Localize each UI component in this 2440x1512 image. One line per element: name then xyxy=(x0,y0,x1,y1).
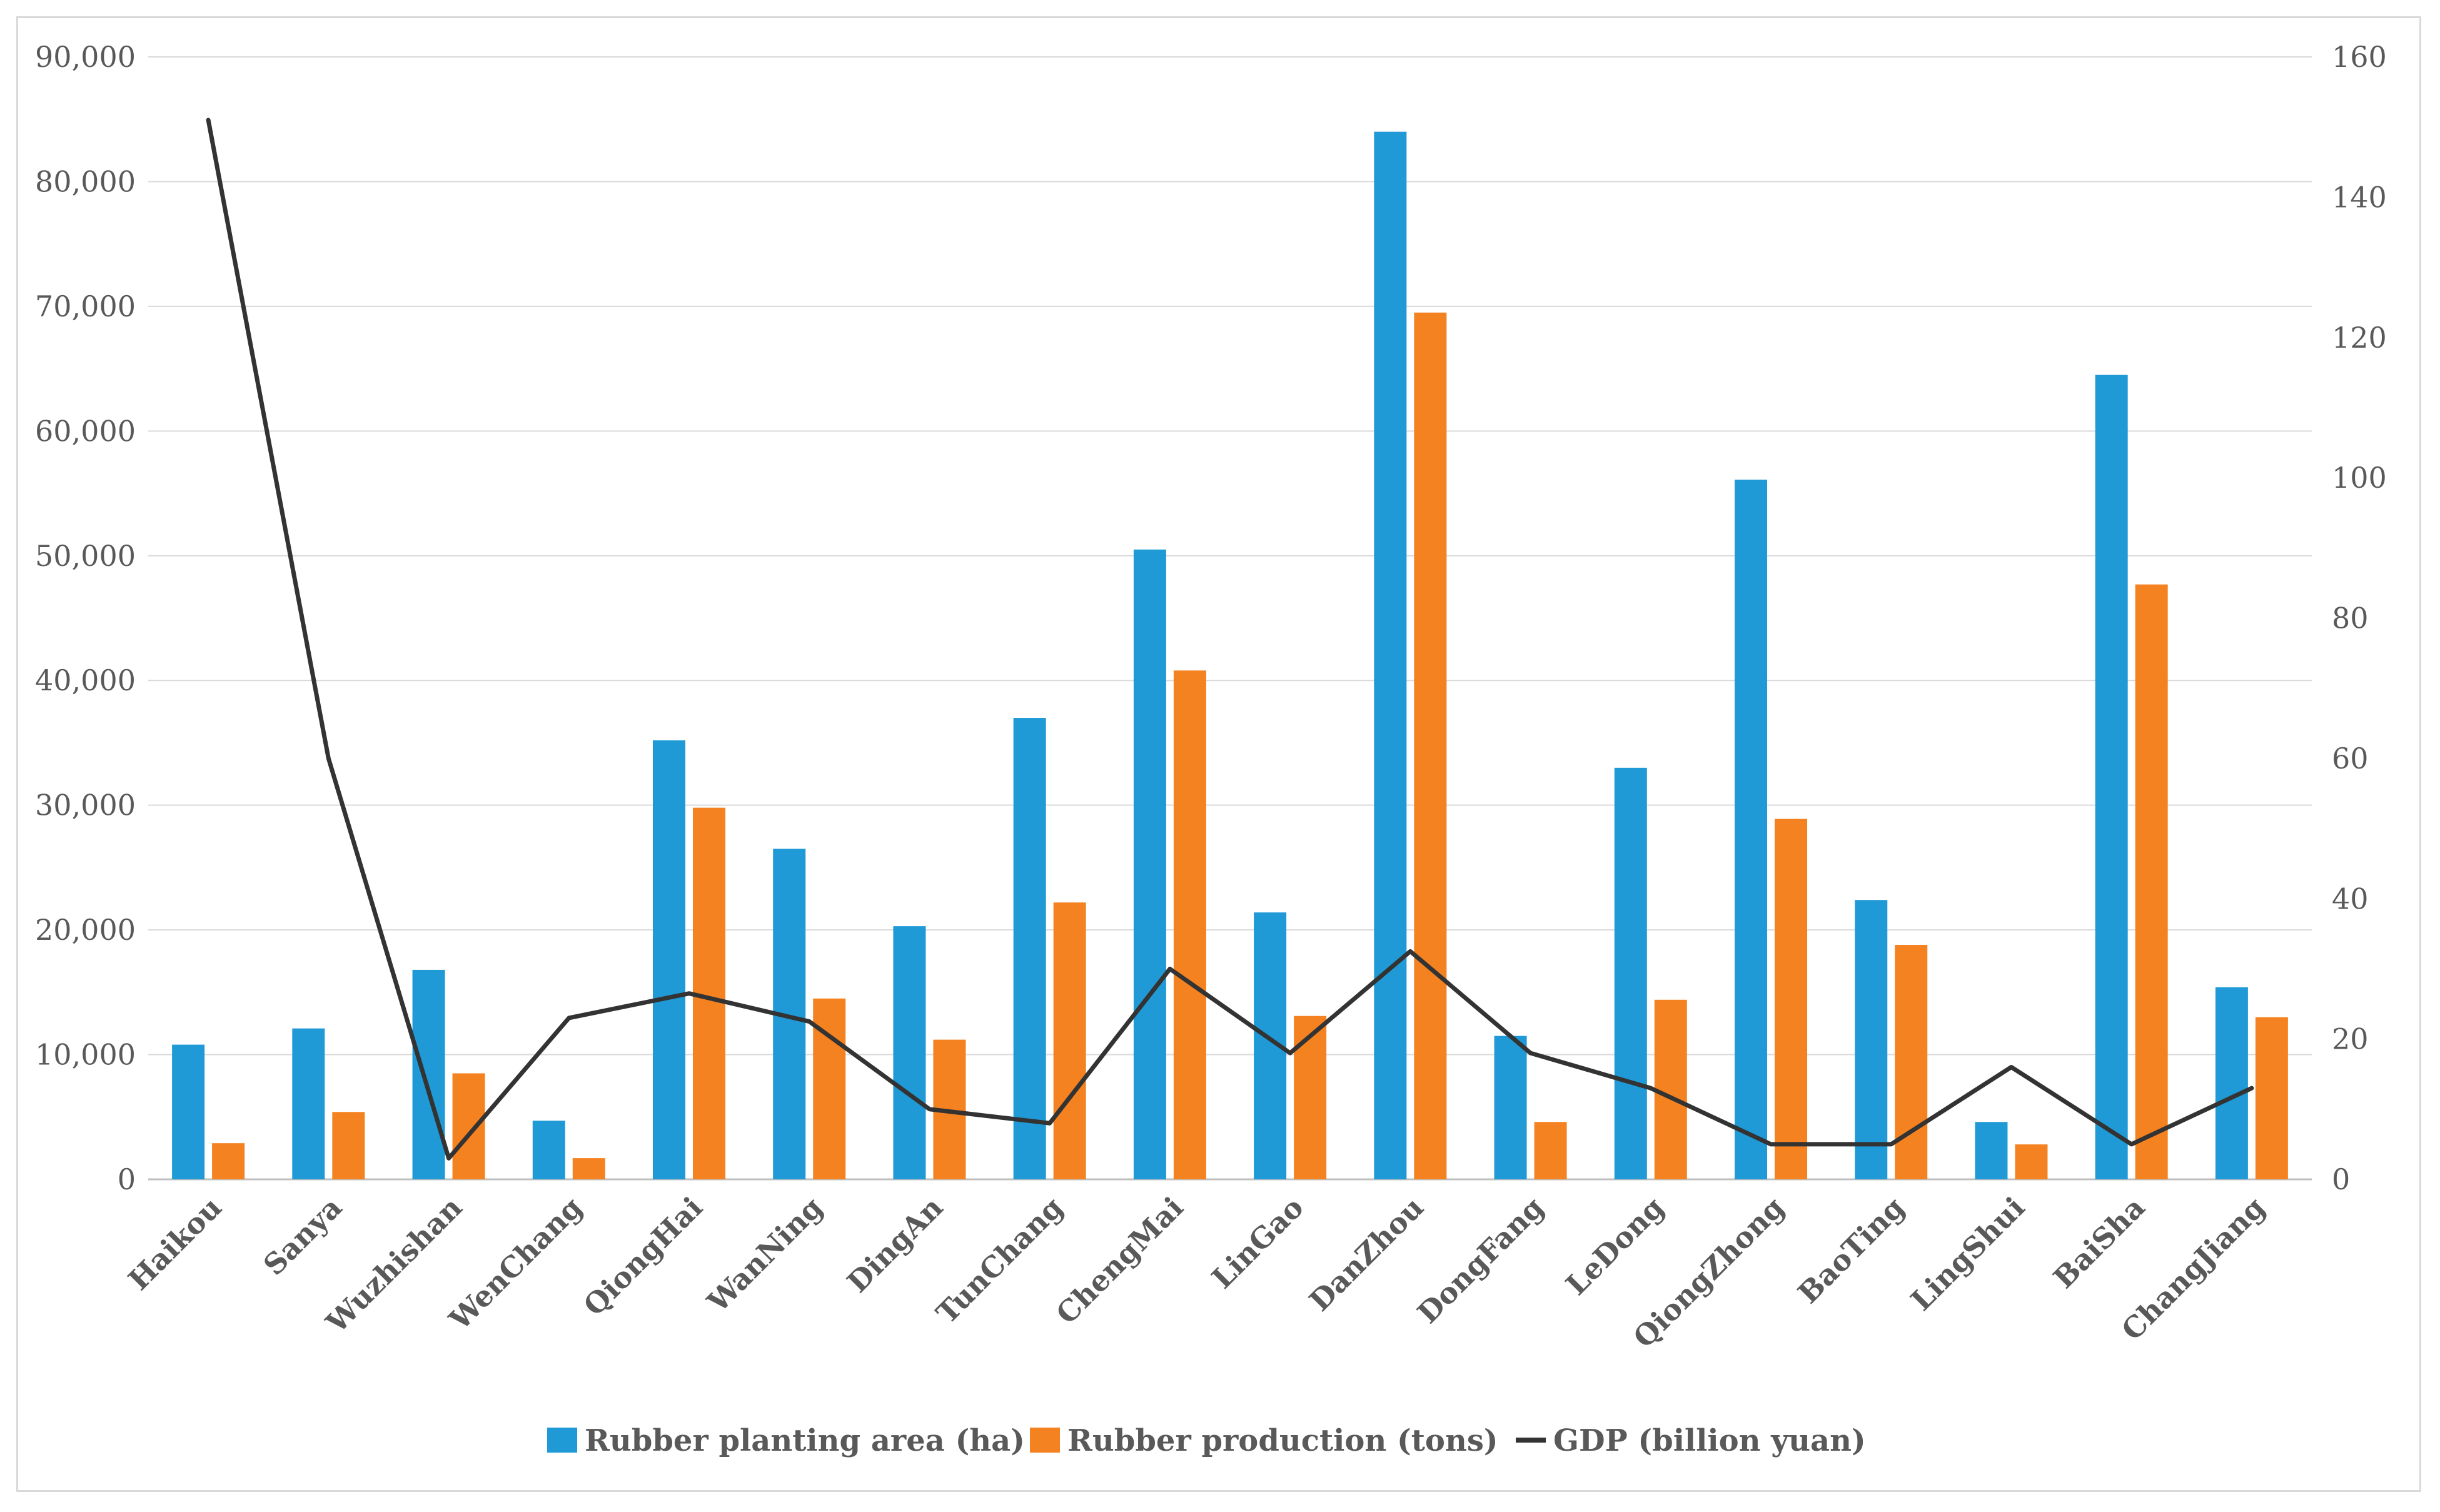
category-label: LinGao xyxy=(1205,1191,1310,1296)
legend-swatch xyxy=(547,1428,577,1453)
production-bar xyxy=(2015,1144,2048,1179)
production-bar xyxy=(2135,584,2168,1179)
left-tick-label: 0 xyxy=(118,1162,136,1196)
planting-area-bar xyxy=(172,1044,205,1179)
category-label: BaiSha xyxy=(2047,1191,2151,1295)
gdp-line-series xyxy=(206,118,2254,1161)
category-label: DongFang xyxy=(1411,1191,1550,1330)
planting-area-bar xyxy=(1614,767,1647,1179)
category-label: LeDong xyxy=(1560,1191,1671,1302)
left-tick-label: 90,000 xyxy=(35,40,136,74)
right-tick-label: 140 xyxy=(2332,180,2387,214)
category-label: Haikou xyxy=(122,1191,228,1297)
category-label: DingAn xyxy=(840,1191,949,1299)
gridlines xyxy=(148,56,2312,1181)
production-bar xyxy=(572,1158,605,1179)
production-bar xyxy=(212,1143,245,1179)
left-tick-label: 20,000 xyxy=(35,913,136,947)
gdp-point xyxy=(1409,950,1411,952)
left-tick-label: 40,000 xyxy=(35,663,136,697)
left-y-axis: 0 10,000 20,000 30,000 40,000 50,000 60,000 70,… xyxy=(35,40,136,1196)
gdp-point xyxy=(1289,1052,1291,1054)
left-tick-label: 70,000 xyxy=(35,290,136,323)
combo-chart: 0 10,000 20,000 30,000 40,000 50,000 60,000 70,… xyxy=(35,40,2387,1458)
gdp-point xyxy=(448,1157,450,1159)
production-bar xyxy=(2255,1017,2288,1179)
production-bar xyxy=(1895,945,1928,1179)
production-bar xyxy=(332,1112,365,1179)
planting-area-bar xyxy=(653,740,685,1179)
legend-label: Rubber production (tons) xyxy=(1067,1423,1498,1458)
category-label: DanZhou xyxy=(1303,1191,1430,1318)
legend-swatch xyxy=(1030,1428,1060,1453)
planting-area-bar xyxy=(1494,1036,1527,1179)
bar-series-1 xyxy=(172,131,2248,1180)
left-tick-label: 60,000 xyxy=(35,414,136,448)
production-bar xyxy=(1775,819,1807,1179)
planting-area-bar xyxy=(893,926,926,1179)
gdp-point xyxy=(688,993,690,994)
bar-series-2 xyxy=(212,312,2288,1180)
category-label: QiongHai xyxy=(577,1191,709,1323)
left-tick-label: 80,000 xyxy=(35,164,136,198)
gdp-point xyxy=(1049,1122,1051,1124)
right-tick-label: 120 xyxy=(2332,321,2387,355)
production-bar xyxy=(1534,1122,1567,1179)
category-label: WanNing xyxy=(700,1191,829,1319)
planting-area-bar xyxy=(1855,900,1888,1179)
right-tick-label: 160 xyxy=(2332,40,2387,74)
planting-area-bar xyxy=(2095,375,2128,1180)
planting-area-bar xyxy=(2215,987,2248,1179)
right-tick-label: 40 xyxy=(2332,882,2369,915)
gdp-point xyxy=(1650,1087,1651,1089)
right-tick-label: 80 xyxy=(2332,602,2369,635)
right-y-axis: 0 20 40 60 80 100 120 140 160 xyxy=(2332,40,2387,1196)
planting-area-bar xyxy=(532,1121,565,1179)
right-tick-label: 100 xyxy=(2332,461,2387,495)
gdp-point xyxy=(568,1017,570,1019)
bar-series xyxy=(172,131,2288,1180)
production-bar xyxy=(1053,902,1086,1179)
left-tick-label: 50,000 xyxy=(35,539,136,573)
category-label: LingShui xyxy=(1904,1191,2031,1318)
chart-frame: 0 10,000 20,000 30,000 40,000 50,000 60,000 70,… xyxy=(16,16,2421,1492)
gdp-point xyxy=(809,1021,810,1022)
production-bar xyxy=(1173,670,1206,1179)
planting-area-bar xyxy=(1735,480,1767,1179)
left-tick-label: 10,000 xyxy=(35,1038,136,1072)
gdp-point xyxy=(2251,1087,2252,1089)
right-tick-label: 20 xyxy=(2332,1022,2369,1056)
production-bar xyxy=(1294,1016,1327,1179)
planting-area-bar xyxy=(292,1028,325,1179)
planting-area-bar xyxy=(1013,718,1046,1179)
production-bar xyxy=(1654,999,1687,1179)
production-bar xyxy=(1414,312,1447,1180)
planting-area-bar xyxy=(1133,549,1166,1179)
legend-label: GDP (billion yuan) xyxy=(1553,1423,1866,1458)
category-label: Sanya xyxy=(257,1191,348,1282)
planting-area-bar xyxy=(1975,1122,2008,1179)
planting-area-bar xyxy=(412,969,445,1179)
planting-area-bar xyxy=(1374,131,1407,1180)
gdp-line xyxy=(206,118,2254,1161)
x-axis: Haikou SanyaWuzhishanWenChangQiongHaiWanN… xyxy=(122,1191,2272,1354)
right-tick-label: 60 xyxy=(2332,742,2369,775)
production-bar xyxy=(452,1073,485,1179)
category-label: BaoTing xyxy=(1792,1191,1911,1310)
left-tick-label: 30,000 xyxy=(35,789,136,822)
right-tick-label: 0 xyxy=(2332,1162,2350,1196)
gdp-point xyxy=(328,758,329,759)
category-label: ChengMai xyxy=(1049,1191,1189,1331)
legend: Rubber planting area (ha) Rubber producti… xyxy=(547,1423,1866,1458)
category-label: TunChang xyxy=(930,1191,1070,1331)
gdp-point xyxy=(208,119,209,121)
legend-label: Rubber planting area (ha) xyxy=(585,1423,1025,1458)
gdp-point xyxy=(1530,1052,1531,1054)
